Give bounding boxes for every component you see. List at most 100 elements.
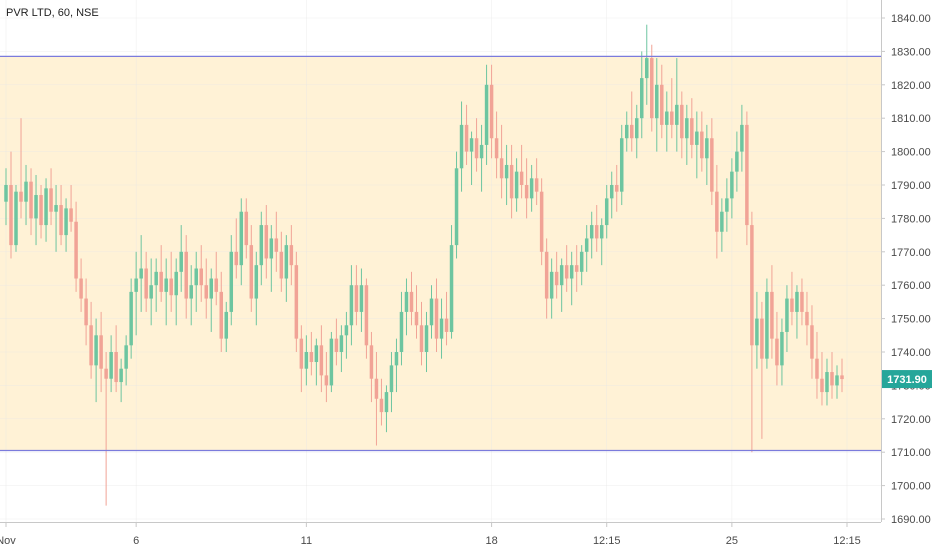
candle [184, 235, 188, 319]
candle-body [509, 164, 514, 199]
candle-body [479, 144, 484, 159]
candle-body [264, 225, 269, 259]
candle [830, 352, 834, 399]
candle-body [59, 205, 63, 236]
candle [119, 358, 123, 403]
candle [514, 158, 519, 212]
candle [524, 158, 529, 219]
candle-body [690, 118, 694, 145]
candle-body [249, 245, 254, 299]
candle [144, 251, 148, 312]
candle-body [474, 138, 479, 159]
candle-body [404, 291, 409, 312]
candle-body [624, 124, 629, 139]
candle-body [765, 291, 769, 359]
candle-body [289, 245, 294, 266]
candle-body [599, 225, 604, 239]
candle [599, 218, 604, 266]
candle [199, 245, 203, 302]
candle [104, 352, 108, 506]
candle-body [39, 195, 43, 226]
candle [584, 225, 589, 272]
candle-body [89, 325, 93, 366]
candle-body [129, 291, 133, 346]
candle [109, 335, 113, 393]
candle-body [314, 345, 319, 363]
candle-body [319, 345, 324, 376]
candle-body [755, 318, 759, 346]
candle-body [685, 118, 689, 139]
candle [224, 301, 229, 352]
price-axis[interactable]: 1690.001700.001710.001720.001730.001740.… [881, 13, 931, 526]
candle-body [695, 131, 699, 145]
candle [685, 104, 689, 165]
candle [424, 311, 429, 373]
candle-body [544, 251, 549, 299]
time-tick-label: 12:15 [833, 535, 861, 547]
candle [79, 258, 83, 312]
candle-body [24, 181, 28, 202]
candle-body [304, 352, 309, 369]
candle-body [384, 392, 389, 413]
candle [254, 251, 259, 326]
time-tick-label: 12:15 [593, 535, 621, 547]
candle [755, 291, 759, 369]
price-tick-label: 1690.00 [891, 514, 931, 526]
candle [529, 164, 534, 212]
candle-body [795, 291, 799, 312]
price-tick-label: 1720.00 [891, 414, 931, 426]
candle [349, 265, 354, 346]
price-tick-label: 1740.00 [891, 347, 931, 359]
candle [29, 168, 33, 236]
candle [509, 144, 514, 219]
price-tick-label: 1840.00 [891, 13, 931, 25]
candle [840, 358, 844, 393]
candle [4, 168, 8, 226]
candle-body [559, 265, 564, 286]
candle-body [169, 278, 173, 296]
candle-body [665, 111, 669, 125]
candle [329, 331, 334, 393]
candle-body [414, 311, 419, 326]
candle-body [279, 251, 284, 279]
candle [319, 325, 324, 393]
candle-body [820, 378, 824, 393]
candle [614, 164, 619, 212]
candle [134, 251, 138, 336]
candle-body [539, 191, 544, 252]
candle [379, 378, 384, 426]
candle-body [810, 325, 814, 359]
candle [700, 111, 704, 172]
candle-body [214, 278, 219, 292]
candle-body [99, 335, 103, 369]
candle [444, 291, 449, 346]
candle-body [785, 298, 789, 332]
candle-body [324, 375, 329, 386]
candle [439, 298, 444, 359]
candle-body [584, 238, 589, 252]
candle-body [114, 352, 118, 383]
candle-body [514, 171, 519, 199]
candle [655, 58, 659, 152]
candle [139, 235, 143, 312]
candle [169, 251, 173, 312]
candle-body [800, 291, 804, 312]
price-tick-label: 1760.00 [891, 280, 931, 292]
candle [434, 278, 439, 352]
time-tick-label: 18 [485, 535, 497, 547]
candle [479, 124, 484, 192]
candle [274, 211, 279, 272]
candle [609, 171, 614, 219]
candle-body [9, 185, 13, 246]
candle-body [835, 375, 839, 386]
candle [394, 338, 399, 393]
candle-body [604, 198, 609, 226]
range-lines[interactable] [0, 55, 881, 452]
candle-body [334, 338, 339, 352]
price-tick-label: 1770.00 [891, 247, 931, 259]
candle [339, 325, 344, 373]
candle-body [775, 338, 779, 366]
